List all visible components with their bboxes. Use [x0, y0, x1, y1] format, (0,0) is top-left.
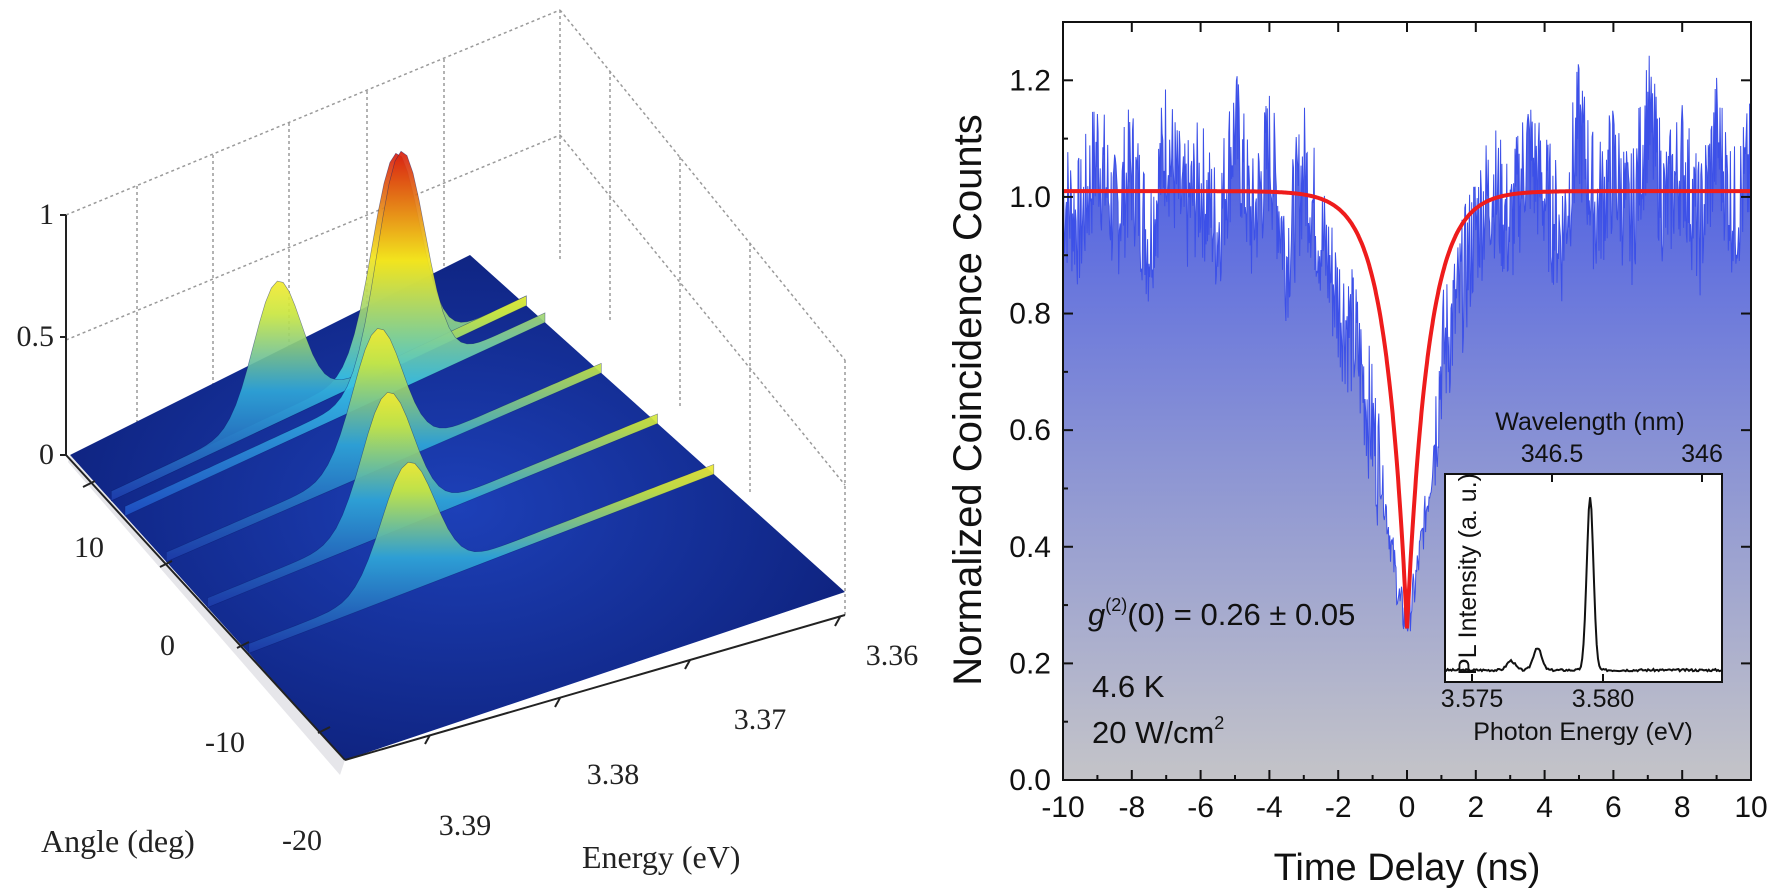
- surface-ridge: [248, 461, 715, 654]
- x-tick-label: 8: [1674, 791, 1691, 824]
- inset-top-axis-title: Wavelength (nm): [1495, 408, 1684, 436]
- inset-x-axis-title: Photon Energy (eV): [1473, 718, 1693, 746]
- inset-x-tick-label: 3.580: [1572, 685, 1635, 713]
- z-tick-label: 1: [39, 198, 54, 231]
- inset-y-axis-title: PL Intensity (a. u.): [1454, 473, 1482, 675]
- angle-tick-label: -10: [205, 726, 245, 759]
- g2-order: (2): [1105, 595, 1127, 615]
- x-tick-label: -6: [1187, 791, 1214, 824]
- x-tick-label: 0: [1399, 791, 1416, 824]
- fit-curve: [1063, 189, 1751, 629]
- power-density-value: 20 W/cm: [1092, 715, 1214, 750]
- pl-spectrum-inset: Wavelength (nm) 346.5 346 3.575 3.580 Ph…: [1441, 408, 1723, 746]
- x-tick-label: 4: [1536, 791, 1553, 824]
- y-tick-label: 1.0: [1009, 181, 1051, 214]
- angle-tick-label: 0: [160, 629, 175, 662]
- surface-axes: [60, 214, 846, 761]
- surface-ridge: [124, 150, 546, 517]
- y-tick-label: 0.8: [1009, 298, 1051, 331]
- energy-tick-label: 3.39: [439, 809, 492, 842]
- g2-symbol: g: [1088, 597, 1105, 632]
- g2-value: (0) = 0.26 ± 0.05: [1127, 597, 1355, 632]
- x-tick-label: -2: [1325, 791, 1352, 824]
- x-axis-ticks: -10 -8 -6 -4 -2 0 2 4 6 8 10: [1041, 22, 1768, 824]
- y-tick-label: 0.6: [1009, 414, 1051, 447]
- x-tick-label: -8: [1118, 791, 1145, 824]
- y-axis-ticks: 0.0 0.2 0.4 0.6 0.8 1.0 1.2: [1009, 21, 1751, 797]
- x-tick-label: 2: [1467, 791, 1484, 824]
- y-tick-label: 0.2: [1009, 647, 1051, 680]
- temperature-annotation: 4.6 K: [1092, 669, 1165, 704]
- energy-tick-label: 3.36: [866, 639, 919, 672]
- inset-spectrum-line: [1444, 497, 1723, 673]
- y-tick-label: 0.0: [1009, 764, 1051, 797]
- x-tick-label: -10: [1041, 791, 1084, 824]
- power-density-exponent: 2: [1214, 713, 1224, 733]
- inset-x-tick-label: 3.575: [1441, 685, 1504, 713]
- angle-axis-label: Angle (deg): [41, 823, 195, 859]
- x-tick-label: 10: [1734, 791, 1767, 824]
- power-density-annotation: 20 W/cm2: [1092, 713, 1224, 750]
- energy-tick-label: 3.38: [587, 758, 640, 791]
- y-tick-label: 0.4: [1009, 531, 1051, 564]
- y-tick-label: 1.2: [1009, 64, 1051, 97]
- x-axis-title: Time Delay (ns): [1274, 847, 1541, 889]
- z-tick-label: 0.5: [17, 320, 55, 353]
- energy-tick-label: 3.37: [734, 703, 787, 736]
- y-axis-title: Normalized Coincidence Counts: [946, 114, 990, 685]
- surface-plot: [68, 150, 845, 775]
- surface-3d-chart: 1 0.5 0 10 0 -10 -20 3.39 3.38 3.37 3.36…: [17, 9, 919, 875]
- surface-ridges: [111, 150, 715, 654]
- x-tick-label: 6: [1605, 791, 1622, 824]
- x-tick-label: -4: [1256, 791, 1283, 824]
- coincidence-chart: -10 -8 -6 -4 -2 0 2 4 6 8 10 0.0 0.2 0.4 0.6 0.8 1.0 1.2…: [946, 21, 1768, 889]
- inset-top-tick-label: 346: [1681, 440, 1723, 468]
- z-tick-label: 0: [39, 438, 54, 471]
- inset-top-tick-label: 346.5: [1521, 440, 1584, 468]
- g2-annotation: g(2)(0) = 0.26 ± 0.05: [1088, 595, 1355, 632]
- angle-tick-label: 10: [74, 531, 104, 564]
- surface-ridge: [111, 280, 527, 502]
- angle-tick-label: -20: [282, 824, 322, 857]
- energy-axis-label: Energy (eV): [582, 839, 740, 875]
- surface-front-edge: [68, 455, 345, 775]
